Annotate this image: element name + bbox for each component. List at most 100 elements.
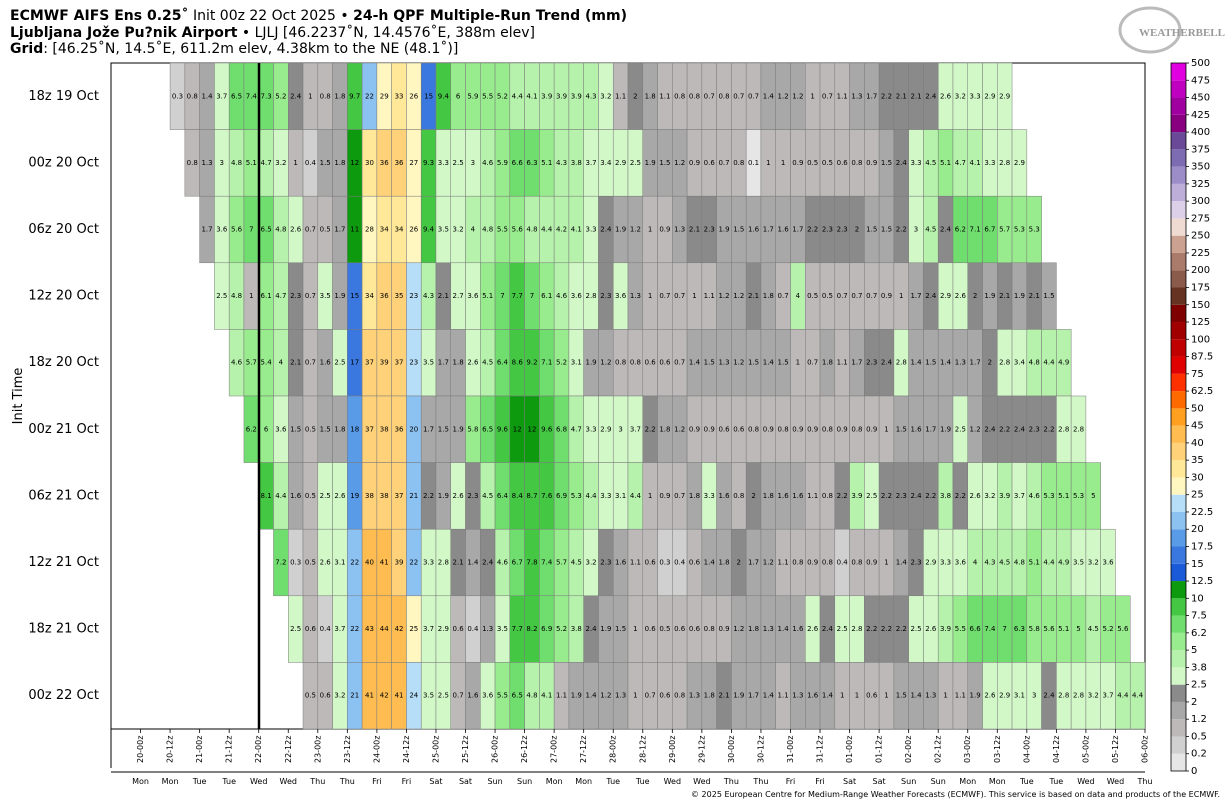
cell-label: 5.5 bbox=[497, 226, 508, 234]
colorbar-band bbox=[1171, 581, 1186, 599]
cell-label: 4.4 bbox=[512, 92, 524, 100]
cell-label: 26 bbox=[409, 226, 418, 234]
cell-label: 1.9 bbox=[940, 425, 951, 433]
cell-label: 37 bbox=[395, 492, 404, 500]
cell-label: 2.4 bbox=[940, 226, 952, 234]
cells: 0.3 0.8 1.4 3.7 6.5 7.4 7.3 5.2 2.4 1 0.8 1.8 9.7 22 2… bbox=[169, 62, 1146, 730]
colorbar-label: 2.5 bbox=[1191, 680, 1207, 691]
cell-label: 19 bbox=[350, 492, 359, 500]
cell-label: 37 bbox=[365, 425, 374, 433]
cell-label: 2.2 bbox=[881, 92, 892, 100]
colorbar-label: 250 bbox=[1191, 231, 1210, 242]
copyright: © 2025 European Centre for Medium-Range … bbox=[691, 790, 1220, 799]
cell-label: 3.2 bbox=[334, 692, 345, 700]
cell-label: 1.6 bbox=[807, 692, 819, 700]
x-tick-label: 02-00z bbox=[904, 736, 913, 763]
cell-label: 5.1 bbox=[1058, 625, 1069, 633]
cell-label: 3.3 bbox=[910, 159, 921, 167]
cell-label: 1.7 bbox=[851, 359, 862, 367]
cell-label: 2.4 bbox=[925, 292, 937, 300]
cell-label: 1 bbox=[884, 692, 888, 700]
cell-label: 2.8 bbox=[999, 159, 1010, 167]
grid-info-part: : [46.25˚N, 14.5˚E, 611.2m elev, 4.38km … bbox=[43, 40, 458, 57]
cell-label: 7.7 bbox=[512, 292, 523, 300]
cell-label: 3.7 bbox=[586, 159, 597, 167]
cell-label: 2.6 bbox=[970, 492, 982, 500]
cell-label: 4.3 bbox=[984, 559, 995, 567]
cell-label: 6 bbox=[456, 92, 461, 100]
cell-label: 3.6 bbox=[955, 559, 967, 567]
cell-label: 2.3 bbox=[910, 559, 921, 567]
cell-label: 1.9 bbox=[438, 492, 449, 500]
cell-label: 7.1 bbox=[970, 226, 981, 234]
cell-label: 0.6 bbox=[645, 559, 657, 567]
cell-label: 1.7 bbox=[423, 425, 434, 433]
cell-label: 1.8 bbox=[645, 92, 656, 100]
colorbar-frame bbox=[1170, 62, 1187, 772]
cell-label: 5.7 bbox=[246, 359, 257, 367]
cell-label: 2.6 bbox=[984, 692, 996, 700]
cell-label: 0.9 bbox=[866, 425, 877, 433]
cell-label: 4.9 bbox=[1058, 359, 1069, 367]
cell-label: 0.5 bbox=[807, 159, 818, 167]
colorbar-label: 275 bbox=[1191, 213, 1210, 224]
cell-label: 21 bbox=[350, 692, 359, 700]
day-label: Fri bbox=[815, 777, 825, 786]
cell-label: 2.8 bbox=[1058, 692, 1069, 700]
cell-label: 4.5 bbox=[925, 226, 936, 234]
cell-label: 3.3 bbox=[423, 559, 434, 567]
cell-label: 2.5 bbox=[438, 692, 449, 700]
cell-label: 4.1 bbox=[970, 159, 981, 167]
cell-label: 0.6 bbox=[837, 159, 849, 167]
y-tick-label: 12z 20 Oct bbox=[28, 289, 99, 304]
cell-label: 2.3 bbox=[896, 492, 907, 500]
day-label: Mon bbox=[132, 777, 149, 786]
day-label: Fri bbox=[786, 777, 796, 786]
cell-label: 3.2 bbox=[275, 159, 286, 167]
subtitle-part: • LJLJ [46.2237˚N, 14.4576˚E, 388m elev] bbox=[237, 24, 535, 41]
cell-label: 1.4 bbox=[689, 359, 701, 367]
colorbar-band bbox=[1171, 408, 1186, 426]
colorbar-label: 35 bbox=[1191, 455, 1204, 466]
cell-label: 4.3 bbox=[423, 292, 434, 300]
x-tick-label: 29-12z bbox=[697, 736, 706, 763]
cell-label: 2.5 bbox=[866, 492, 877, 500]
cell-label: 3.8 bbox=[940, 492, 951, 500]
cell-label: 1.5 bbox=[881, 226, 892, 234]
day-label: Tue bbox=[1019, 777, 1034, 786]
cell-label: 5.3 bbox=[1073, 492, 1084, 500]
cell-label: 1.9 bbox=[733, 692, 744, 700]
colorbar-band bbox=[1171, 477, 1186, 495]
cell-label: 0.4 bbox=[674, 559, 686, 567]
cell-label: 1.6 bbox=[615, 559, 627, 567]
colorbar-label: 62.5 bbox=[1191, 386, 1213, 397]
cell-label: 4 bbox=[973, 559, 978, 567]
cell-label: 1.5 bbox=[748, 359, 759, 367]
cell-label: 3.3 bbox=[586, 425, 597, 433]
cell-label: 0.8 bbox=[851, 425, 862, 433]
cell-label: 3.4 bbox=[1014, 359, 1026, 367]
cell-label: 2.1 bbox=[910, 92, 921, 100]
colorbar-band bbox=[1171, 598, 1186, 616]
cell-label: 0.6 bbox=[866, 692, 878, 700]
cell-label: 1.5 bbox=[320, 425, 331, 433]
title-part: Init 00z 22 Oct 2025 • bbox=[189, 8, 354, 24]
cell-label: 2.4 bbox=[925, 92, 937, 100]
cell-label: 1 bbox=[810, 92, 814, 100]
cell-label: 0.9 bbox=[807, 425, 818, 433]
cell-label: 2.2 bbox=[423, 492, 434, 500]
cell-label: 1.6 bbox=[778, 492, 790, 500]
x-tick-label: 01-12z bbox=[875, 736, 884, 763]
day-label: Sat bbox=[459, 777, 472, 786]
cell-label: 0.7 bbox=[778, 292, 789, 300]
cell-label: 9.4 bbox=[438, 92, 450, 100]
cell-label: 5.1 bbox=[940, 159, 951, 167]
cell-label: 1.8 bbox=[453, 359, 464, 367]
cell-label: 1.1 bbox=[837, 359, 848, 367]
cell-label: 2.1 bbox=[290, 359, 301, 367]
cell-label: 33 bbox=[395, 92, 404, 100]
cell-label: 0.7 bbox=[453, 692, 464, 700]
subtitle: Ljubljana Jože Pu?nik Airport • LJLJ [46… bbox=[10, 24, 535, 41]
y-tick-label: 00z 21 Oct bbox=[28, 422, 99, 437]
grid-info-part: Grid bbox=[10, 41, 43, 57]
